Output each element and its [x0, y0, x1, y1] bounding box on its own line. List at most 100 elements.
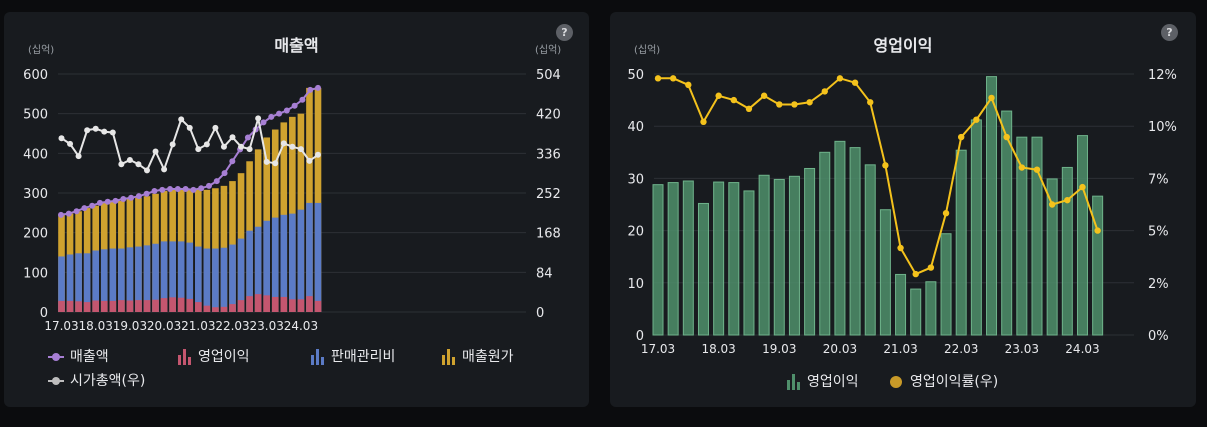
op-bar	[100, 300, 108, 312]
sales-point	[205, 182, 212, 189]
mktcap-point	[272, 160, 279, 167]
op-margin-point	[654, 75, 662, 82]
mktcap-point	[67, 140, 74, 147]
op-bar	[237, 300, 245, 312]
sga-bar	[306, 202, 313, 312]
sales-point	[128, 194, 135, 201]
op-profit-bar	[910, 288, 922, 336]
line-dot-icon	[48, 353, 64, 361]
sales-point	[143, 190, 150, 197]
help-icon[interactable]: ?	[1161, 24, 1178, 41]
sga-bar	[212, 248, 219, 312]
sga-bar	[169, 241, 176, 312]
sga-bar	[143, 245, 151, 312]
legend-op-margin[interactable]: 영업이익률(우)	[888, 373, 998, 391]
y2-tick-label: 168	[536, 227, 561, 242]
op-profit-bar	[804, 167, 816, 336]
op-margin-point	[867, 99, 874, 106]
y2-tick-label: 84	[536, 266, 553, 281]
x-tick-label: 24.03	[284, 319, 318, 333]
y2-tick-label: 0	[536, 306, 544, 321]
x-tick-label: 19.03	[762, 342, 796, 356]
x-tick-label: 22.03	[944, 342, 978, 356]
x-tick-label: 21.03	[883, 342, 917, 356]
mktcap-point	[263, 158, 270, 165]
bar-chart-icon	[442, 349, 455, 365]
mktcap-point	[169, 141, 176, 148]
sga-bar	[289, 213, 296, 312]
sga-bar	[152, 243, 159, 312]
sales-point	[190, 186, 197, 193]
legend-sga[interactable]: 판매관리비	[311, 348, 395, 366]
op-bar	[254, 294, 262, 312]
legend-sales[interactable]: 매출액	[48, 348, 109, 366]
y2-tick-label: 504	[536, 68, 561, 83]
op-margin-point	[912, 270, 919, 278]
sga-bar	[195, 246, 202, 312]
sales-point	[315, 84, 321, 91]
op-margin-point	[988, 94, 995, 102]
op-margin-point	[882, 162, 889, 169]
op-bar	[246, 296, 253, 312]
sales-chart-title: 매출액	[274, 36, 319, 55]
y-tick-label: 500	[23, 108, 48, 123]
op-margin-point	[821, 88, 828, 95]
x-tick-label: 20.03	[147, 319, 181, 333]
sga-bar	[229, 244, 236, 312]
op-profit-bar	[682, 180, 694, 336]
sales-point	[182, 186, 189, 193]
sales-point	[229, 158, 236, 165]
sales-point	[299, 96, 306, 103]
op-bar	[212, 307, 219, 312]
op-bar	[126, 300, 134, 312]
legend-op[interactable]: 영업이익	[178, 348, 250, 366]
sales-point	[167, 186, 174, 193]
sga-bar	[254, 226, 262, 312]
sales-point	[268, 113, 275, 120]
y-tick-label: 50	[627, 68, 644, 83]
sales-point	[307, 86, 314, 93]
mktcap-point	[220, 143, 227, 150]
sales-point	[291, 102, 298, 109]
sales-point	[174, 186, 181, 193]
op-margin-point	[760, 92, 768, 99]
left-unit-label: (십억)	[634, 44, 660, 56]
sales-point	[135, 193, 142, 200]
op-profit-bar	[955, 149, 967, 336]
op-profit-bar	[1092, 195, 1104, 336]
mktcap-point	[238, 143, 245, 150]
sga-bar	[271, 217, 279, 312]
help-icon[interactable]: ?	[556, 24, 573, 41]
sales-point	[65, 210, 72, 217]
legend-op-bar[interactable]: 영업이익	[787, 373, 859, 391]
mktcap-point	[280, 140, 287, 147]
mktcap-point	[212, 124, 219, 131]
sga-bar	[297, 209, 305, 312]
sales-point	[73, 208, 80, 215]
legend-cogs[interactable]: 매출원가	[442, 348, 514, 366]
x-tick-label: 21.03	[181, 319, 215, 333]
op-bar	[109, 300, 117, 312]
op-margin-point	[1094, 227, 1101, 234]
op-bar	[135, 300, 142, 312]
x-tick-label: 17.03	[44, 319, 78, 333]
left-unit-label: (십억)	[28, 44, 54, 56]
op-bar	[177, 297, 185, 312]
op-margin-point	[685, 81, 692, 89]
op-bar	[66, 300, 74, 312]
y-tick-label: 10	[627, 277, 644, 292]
op-margin-point	[958, 133, 965, 141]
mktcap-point	[84, 127, 91, 134]
op-bar	[160, 298, 168, 312]
legend-mktcap[interactable]: 시가총액(우)	[48, 372, 145, 390]
sga-bar	[66, 254, 74, 312]
op-margin-point	[1033, 166, 1041, 173]
y2-tick-label: 7%	[1148, 172, 1169, 187]
op-margin-point	[715, 92, 722, 99]
op-margin-point	[791, 101, 798, 108]
sales-panel: 매출액 ? (십억) (십억) 0 100 200 300 400 500 600 0 84 16…	[4, 12, 589, 407]
mktcap-point	[315, 151, 321, 158]
sga-bar	[186, 242, 194, 312]
y2-tick-label: 252	[536, 187, 561, 202]
sga-bar	[160, 241, 168, 312]
